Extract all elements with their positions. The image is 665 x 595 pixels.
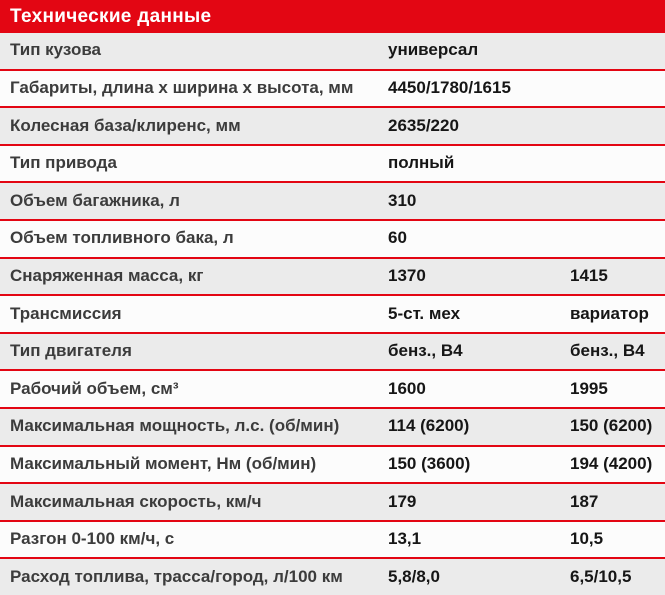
row-label: Расход топлива, трасса/город, л/100 км: [10, 567, 343, 586]
table-header: Технические данные: [0, 0, 665, 33]
row-value-1: 150 (3600): [388, 454, 471, 473]
table-row: Максимальная мощность, л.с. (об/мин) 114…: [0, 406, 665, 445]
table-row: Тип двигателя бенз., В4 бенз., В4: [0, 331, 665, 370]
table-row: Габариты, длина х ширина х высота, мм 44…: [0, 68, 665, 107]
row-value-1: 5-ст. мех: [388, 304, 461, 323]
row-label: Максимальная мощность, л.с. (об/мин): [10, 417, 340, 436]
row-label: Тип привода: [10, 154, 117, 173]
row-value-1: 1600: [388, 379, 426, 398]
row-label: Максимальный момент, Нм (об/мин): [10, 454, 317, 473]
row-label: Трансмиссия: [10, 304, 122, 323]
table-row: Трансмиссия 5-ст. мех вариатор: [0, 294, 665, 332]
row-value-1: универсал: [388, 41, 479, 60]
row-value-2: 187: [570, 492, 599, 511]
row-value-1: 179: [388, 492, 417, 511]
table-row: Объем багажника, л 310: [0, 181, 665, 219]
table-row: Снаряженная масса, кг 1370 1415: [0, 256, 665, 295]
row-label: Рабочий объем, см³: [10, 379, 179, 398]
row-label: Разгон 0-100 км/ч, с: [10, 530, 175, 549]
table-rows: Тип кузова универсал Габариты, длина х ш…: [0, 33, 665, 595]
table-row: Тип кузова универсал: [0, 33, 665, 69]
table-row: Рабочий объем, см³ 1600 1995: [0, 369, 665, 407]
row-label: Тип кузова: [10, 41, 102, 60]
table-row: Максимальный момент, Нм (об/мин) 150 (36…: [0, 444, 665, 483]
row-value-1: 2635/220: [388, 116, 459, 135]
row-value-2: 194 (4200): [570, 454, 653, 473]
table-title: Технические данные: [10, 5, 212, 27]
row-value-2: 10,5: [570, 530, 604, 549]
row-value-2: бенз., В4: [570, 342, 645, 361]
table-row: Колесная база/клиренс, мм 2635/220: [0, 106, 665, 144]
row-label: Объем топливного бака, л: [10, 229, 234, 248]
table-row: Объем топливного бака, л 60: [0, 218, 665, 257]
row-label: Габариты, длина х ширина х высота, мм: [10, 79, 354, 98]
table-row: Расход топлива, трасса/город, л/100 км 5…: [0, 557, 665, 595]
row-value-2: 1415: [570, 267, 608, 286]
row-value-1: бенз., В4: [388, 342, 463, 361]
row-label: Максимальная скорость, км/ч: [10, 492, 262, 511]
row-value-1: 114 (6200): [388, 417, 470, 436]
row-label: Объем багажника, л: [10, 191, 180, 210]
row-value-2: 6,5/10,5: [570, 567, 632, 586]
table-row: Максимальная скорость, км/ч 179 187: [0, 482, 665, 520]
row-value-1: 310: [388, 191, 417, 210]
row-value-2: 1995: [570, 379, 608, 398]
table-row: Тип привода полный: [0, 143, 665, 182]
row-label: Снаряженная масса, кг: [10, 267, 204, 286]
row-value-1: 4450/1780/1615: [388, 79, 511, 98]
row-value-2: вариатор: [570, 304, 649, 323]
row-value-2: 150 (6200): [570, 417, 653, 436]
row-value-1: полный: [388, 154, 455, 173]
row-value-1: 5,8/8,0: [388, 567, 440, 586]
row-label: Колесная база/клиренс, мм: [10, 116, 241, 135]
row-value-1: 13,1: [388, 530, 422, 549]
table-row: Разгон 0-100 км/ч, с 13,1 10,5: [0, 519, 665, 558]
row-value-1: 1370: [388, 267, 426, 286]
row-label: Тип двигателя: [10, 342, 132, 361]
row-value-1: 60: [388, 229, 407, 248]
